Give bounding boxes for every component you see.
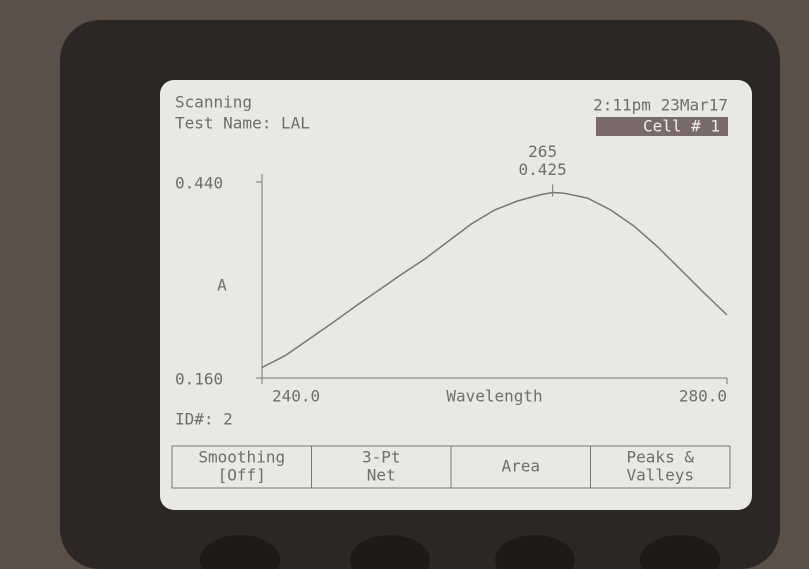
y-tick-label: 0.160 [175,370,223,389]
id-label: ID#: 2 [175,410,233,429]
softkey-label: Smoothing [198,448,285,467]
softkey-label: Peaks & [627,448,695,467]
softkey-label: 3-Pt [362,448,401,467]
x-tick-label: 240.0 [272,387,320,406]
x-tick-label: 280.0 [679,387,727,406]
peak-x-label: 265 [528,142,557,161]
device-photo: Scanning Test Name: LAL 2:11pm 23Mar17 C… [0,0,809,569]
softkey-label: Area [501,457,540,476]
y-tick-label: 0.440 [175,174,223,193]
softkey-label: [Off] [218,466,266,485]
datetime: 2:11pm 23Mar17 [593,96,728,115]
softkey-label: Valleys [627,466,694,485]
x-axis-label: Wavelength [446,387,542,406]
test-name: Test Name: LAL [175,114,310,133]
cell-label: Cell # 1 [643,117,720,136]
y-axis-label: A [217,276,227,295]
mode-label: Scanning [175,93,252,112]
softkey-label: Net [367,466,396,485]
peak-y-label: 0.425 [519,160,567,179]
